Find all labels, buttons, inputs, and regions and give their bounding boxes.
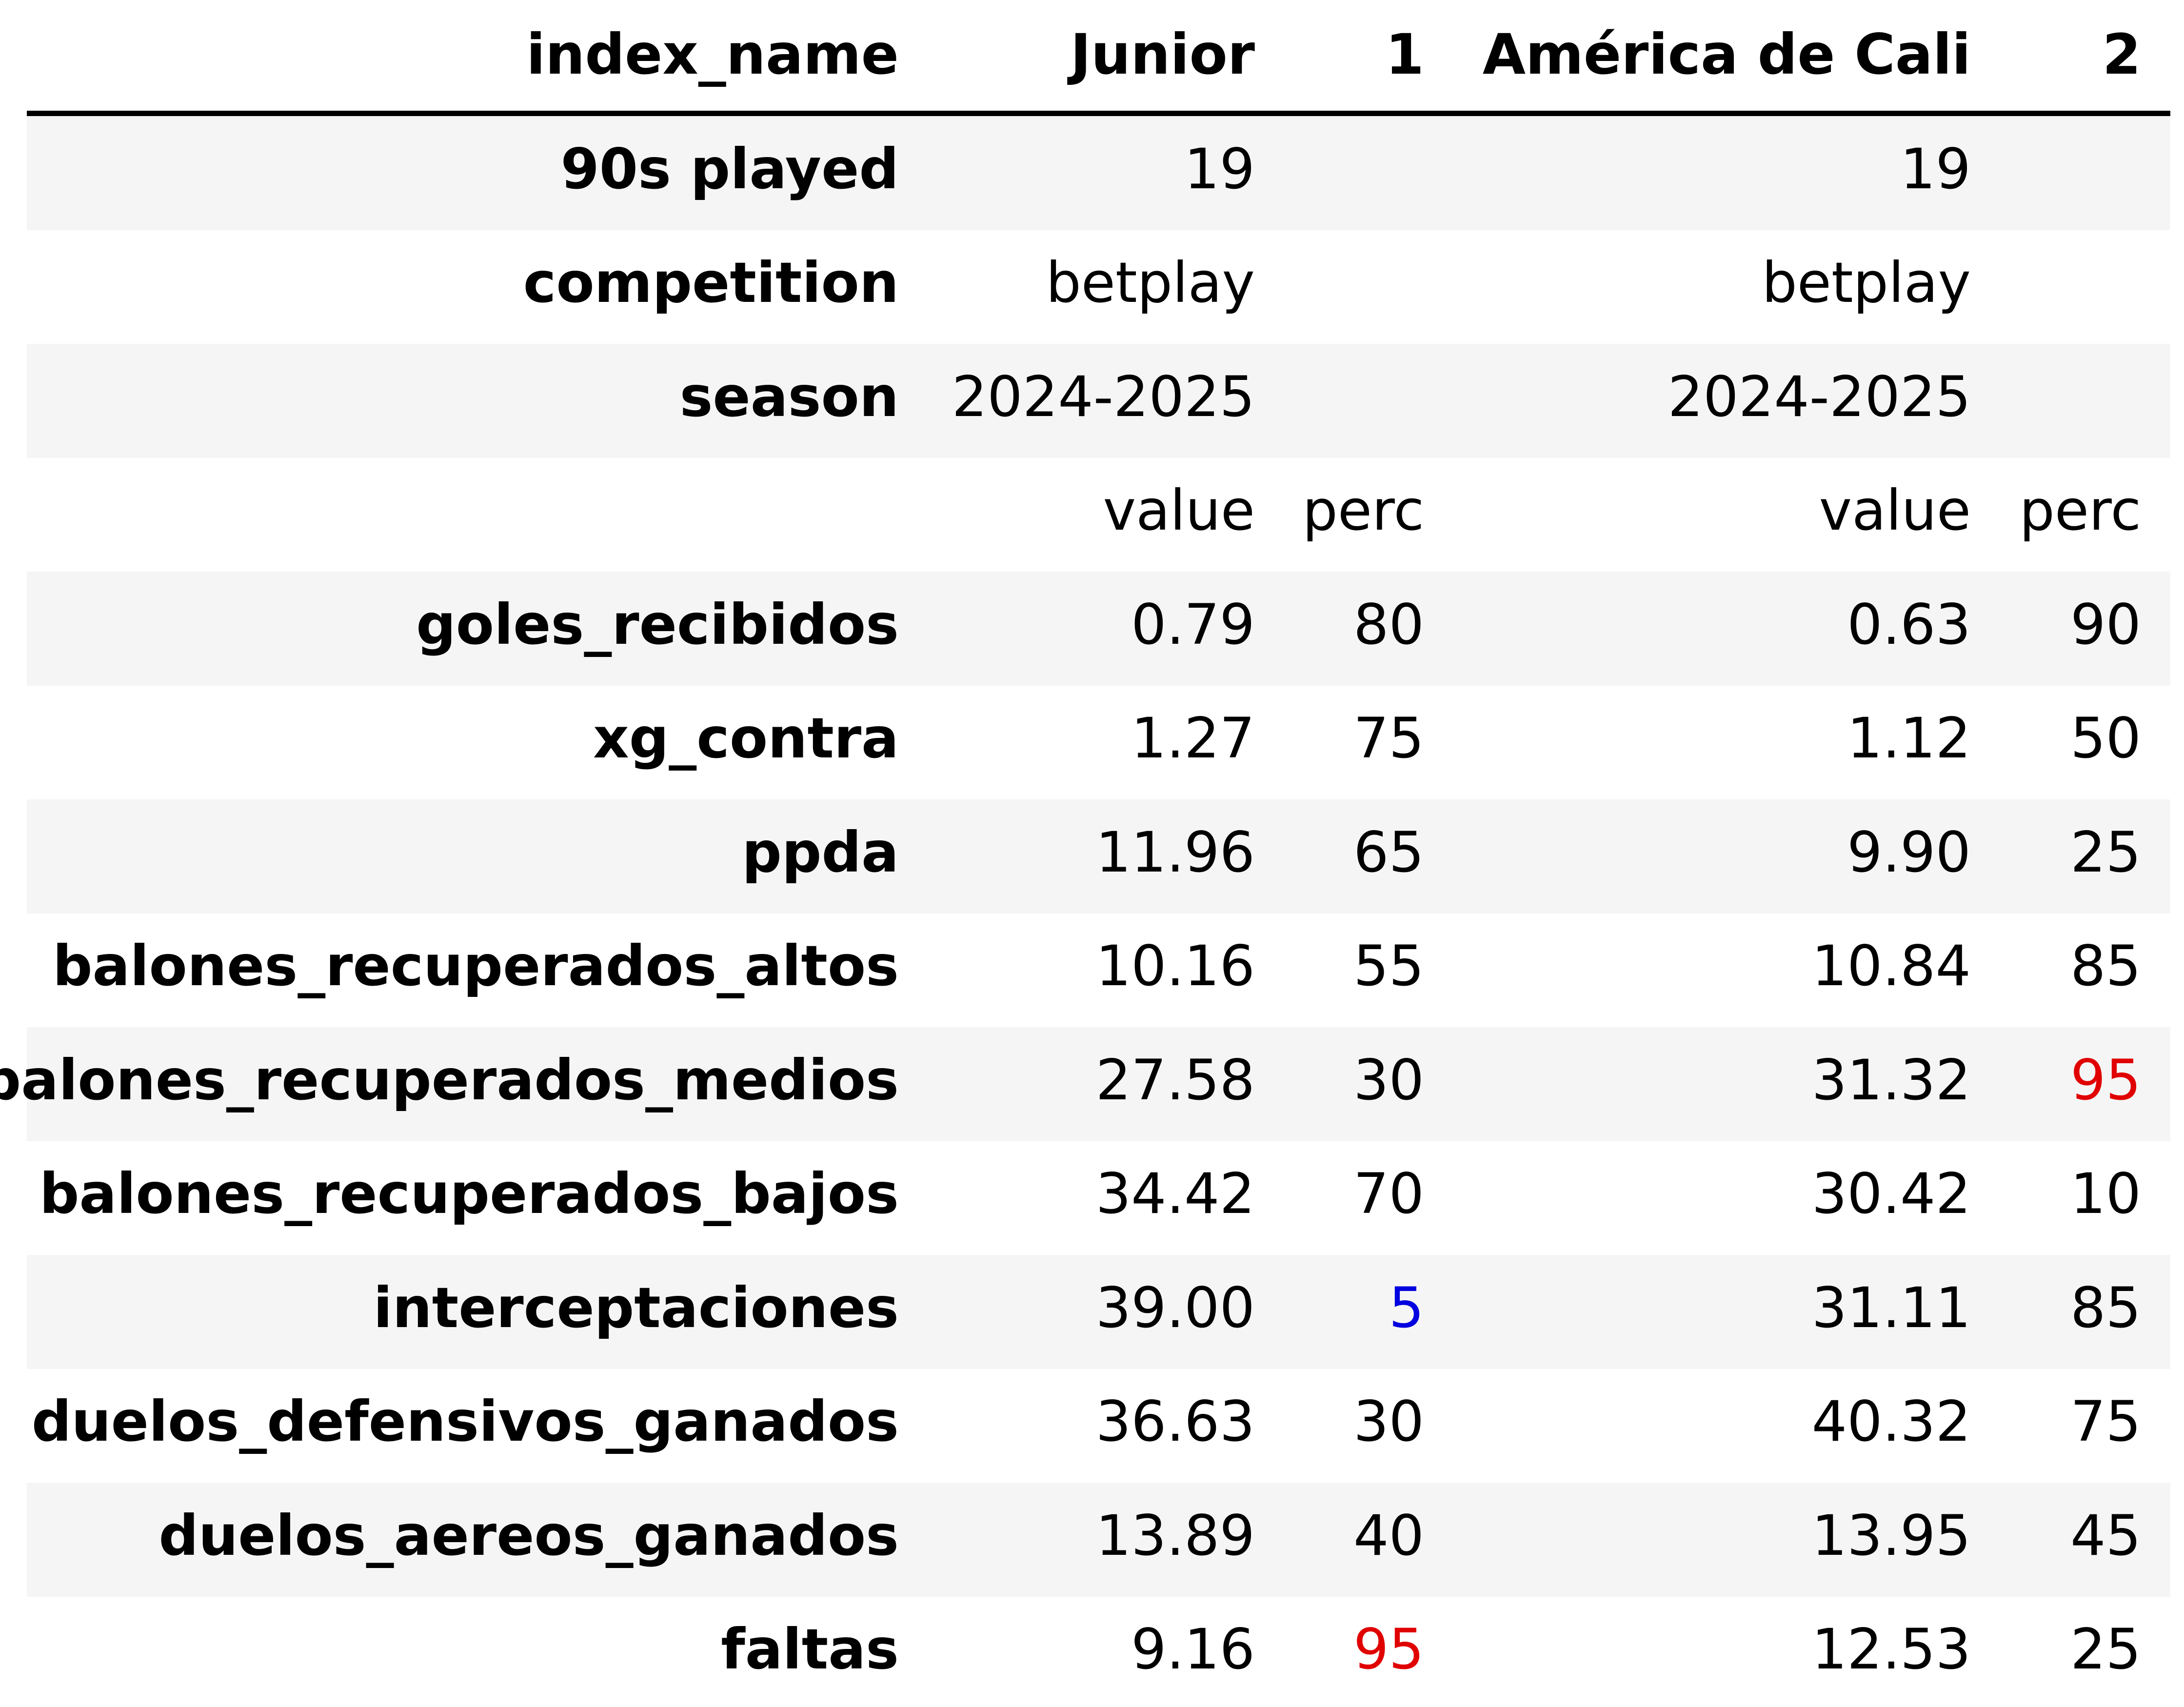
table-row xyxy=(27,116,2170,230)
team2-value: 31.11 xyxy=(1811,1275,1971,1340)
row-label: goles_recibidos xyxy=(416,592,899,657)
team1-perc: 80 xyxy=(1353,592,1424,657)
team2-perc: 10 xyxy=(2070,1161,2141,1226)
team1-meta-value: 19 xyxy=(1184,137,1255,201)
team1-value: 10.16 xyxy=(1095,933,1255,998)
team1-perc: 70 xyxy=(1353,1161,1424,1226)
table-row xyxy=(27,572,2170,686)
row-label: interceptaciones xyxy=(373,1275,899,1340)
team2-perc: 85 xyxy=(2070,933,2141,998)
team2-value: 9.90 xyxy=(1847,820,1971,885)
team1-value: 11.96 xyxy=(1095,820,1255,885)
team1-perc: 55 xyxy=(1353,933,1424,998)
row-label: 90s played xyxy=(560,137,899,201)
team1-perc: 30 xyxy=(1353,1048,1424,1112)
row-label: balones_recuperados_altos xyxy=(52,933,899,998)
team2-value: 31.32 xyxy=(1811,1048,1971,1112)
team2-perc: 50 xyxy=(2070,706,2141,771)
team2-meta-value: 2024-2025 xyxy=(1668,364,1971,429)
team2-perc-subheader: perc xyxy=(2019,478,2141,543)
team2-perc: 25 xyxy=(2070,820,2141,885)
team2-meta-value: 19 xyxy=(1900,137,1971,201)
team2-meta-value: betplay xyxy=(1762,250,1971,315)
team1-perc: 65 xyxy=(1353,820,1424,885)
row-label: duelos_aereos_ganados xyxy=(159,1503,899,1568)
team2-value: 1.12 xyxy=(1847,706,1971,771)
row-label: competition xyxy=(523,250,899,315)
row-label: balones_recuperados_bajos xyxy=(39,1161,899,1226)
team1-perc: 5 xyxy=(1389,1275,1424,1340)
team1-value: 36.63 xyxy=(1095,1389,1255,1454)
index-name-header: index_name xyxy=(526,22,899,87)
team1-value: 39.00 xyxy=(1095,1275,1255,1340)
team1-value: 13.89 xyxy=(1095,1503,1255,1568)
team1-meta-value: betplay xyxy=(1046,250,1255,315)
team1-meta-value: 2024-2025 xyxy=(952,364,1255,429)
row-label: duelos_defensivos_ganados xyxy=(31,1389,899,1454)
table-row xyxy=(27,1255,2170,1369)
team2-name-header: América de Cali xyxy=(1482,22,1971,87)
team1-value: 27.58 xyxy=(1095,1048,1255,1112)
team1-perc: 75 xyxy=(1353,706,1424,771)
team2-perc: 95 xyxy=(2070,1048,2141,1112)
row-label: season xyxy=(679,364,899,429)
table-row xyxy=(27,344,2170,458)
team2-value-subheader: value xyxy=(1819,478,1971,543)
team2-value: 0.63 xyxy=(1847,592,1971,657)
table-row xyxy=(27,799,2170,913)
team1-perc: 40 xyxy=(1353,1503,1424,1568)
team1-value: 9.16 xyxy=(1131,1617,1255,1682)
team2-perc: 90 xyxy=(2070,592,2141,657)
team1-perc: 30 xyxy=(1353,1389,1424,1454)
team2-value: 10.84 xyxy=(1811,933,1971,998)
table-row xyxy=(27,1483,2170,1597)
team2-value: 12.53 xyxy=(1811,1617,1971,1682)
team2-perc: 85 xyxy=(2070,1275,2141,1340)
team1-perc-subheader: perc xyxy=(1302,478,1424,543)
team1-value: 0.79 xyxy=(1131,592,1255,657)
team1-value: 1.27 xyxy=(1131,706,1255,771)
team2-value: 13.95 xyxy=(1811,1503,1971,1568)
team1-value-subheader: value xyxy=(1103,478,1255,543)
team1-perc: 95 xyxy=(1353,1617,1424,1682)
team1-number-header: 1 xyxy=(1385,22,1424,87)
team2-perc: 75 xyxy=(2070,1389,2141,1454)
header-rule xyxy=(27,111,2170,116)
row-label: ppda xyxy=(742,820,899,885)
team2-value: 30.42 xyxy=(1811,1161,1971,1226)
team2-perc: 45 xyxy=(2070,1503,2141,1568)
team1-value: 34.42 xyxy=(1095,1161,1255,1226)
team2-perc: 25 xyxy=(2070,1617,2141,1682)
team2-value: 40.32 xyxy=(1811,1389,1971,1454)
row-label: balones_recuperados_medios xyxy=(0,1048,899,1112)
team2-number-header: 2 xyxy=(2102,22,2141,87)
row-label: faltas xyxy=(721,1617,899,1682)
table-row xyxy=(27,1027,2170,1141)
row-label: xg_contra xyxy=(593,706,899,771)
team1-name-header: Junior xyxy=(1070,22,1255,87)
